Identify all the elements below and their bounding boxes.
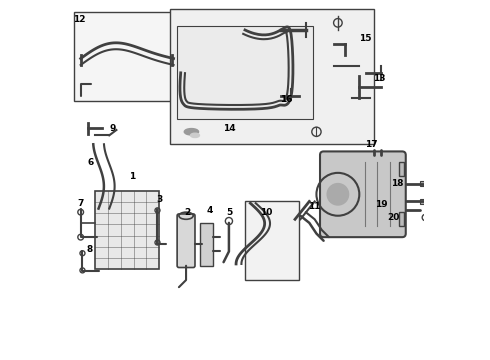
Bar — [170, 9, 373, 144]
Text: 19: 19 — [375, 200, 388, 209]
Text: 18: 18 — [391, 179, 403, 188]
Bar — [420, 199, 426, 204]
Text: 13: 13 — [373, 74, 385, 83]
Text: 2: 2 — [185, 208, 191, 217]
FancyBboxPatch shape — [177, 214, 195, 267]
Circle shape — [285, 95, 291, 101]
Bar — [245, 202, 298, 280]
Text: 5: 5 — [226, 208, 232, 217]
Text: 7: 7 — [77, 199, 84, 208]
Text: 20: 20 — [388, 213, 400, 222]
Text: 15: 15 — [360, 35, 372, 44]
Text: 3: 3 — [156, 195, 162, 204]
Text: 10: 10 — [260, 208, 272, 217]
FancyBboxPatch shape — [320, 152, 406, 237]
Text: 16: 16 — [280, 95, 293, 104]
Text: 9: 9 — [110, 125, 116, 134]
Bar — [95, 191, 159, 269]
Text: 1: 1 — [129, 172, 136, 181]
Text: 11: 11 — [308, 202, 321, 211]
Ellipse shape — [184, 129, 198, 135]
Bar — [177, 26, 313, 119]
Text: 17: 17 — [366, 140, 378, 149]
Bar — [398, 162, 404, 176]
Text: 4: 4 — [206, 206, 213, 215]
Text: 12: 12 — [73, 15, 85, 24]
Circle shape — [327, 184, 348, 205]
Text: 6: 6 — [88, 158, 94, 167]
Text: 8: 8 — [86, 245, 93, 254]
Bar — [420, 181, 426, 186]
Ellipse shape — [191, 133, 199, 138]
Bar — [200, 223, 213, 266]
Bar — [398, 212, 404, 226]
Bar — [74, 12, 181, 102]
Text: 14: 14 — [222, 124, 235, 133]
